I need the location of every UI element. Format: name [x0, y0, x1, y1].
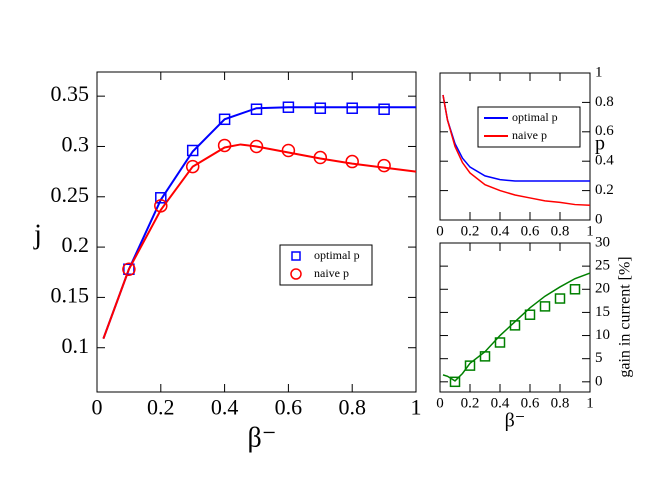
plot-frame: [96, 71, 417, 393]
x-tick-label: 0: [92, 395, 103, 420]
data-line: [102, 106, 416, 340]
y-tick-label: 30: [595, 234, 610, 250]
plot-frame: [439, 242, 591, 393]
y-tick-label: 0.4: [595, 153, 614, 169]
y-tick-label: 10: [595, 327, 610, 343]
square-marker: [479, 351, 491, 362]
legend-swatch: [290, 268, 302, 280]
x-tick-label: 0.6: [521, 223, 540, 239]
x-tick-label: 0.8: [338, 395, 366, 420]
y-tick-label: 20: [595, 281, 610, 297]
square-marker: [282, 101, 295, 113]
y-tick-label: 0.2: [62, 232, 90, 257]
x-tick-label: 0.4: [491, 395, 510, 411]
y-tick-label: 1: [595, 64, 603, 80]
legend-label: naive p: [512, 128, 547, 142]
circle-marker: [122, 262, 136, 276]
y-tick-label: 0.3: [62, 132, 90, 157]
y-tick-label: 0.1: [62, 333, 90, 358]
y-tick-label: 15: [595, 304, 610, 320]
x-tick-label: 0.8: [551, 223, 570, 239]
x-tick-label: 0.2: [147, 395, 175, 420]
square-marker: [250, 103, 263, 115]
legend-label: optimal p: [314, 248, 360, 262]
x-axis-label: β⁻: [247, 422, 276, 453]
x-tick-label: 0.4: [491, 223, 510, 239]
x-tick-label: 0.2: [461, 395, 480, 411]
square-marker: [186, 144, 199, 157]
y-tick-label: 5: [595, 350, 603, 366]
circle-marker: [345, 154, 359, 169]
square-marker: [346, 102, 358, 114]
x-tick-label: 0.8: [551, 395, 570, 411]
circle-marker: [154, 199, 168, 213]
y-tick-label: 0.15: [51, 282, 90, 307]
x-tick-label: 1: [411, 395, 422, 420]
x-tick-label: 1: [586, 223, 594, 239]
data-line: [102, 143, 417, 340]
circle-marker: [185, 159, 200, 174]
y-tick-label: 0.35: [51, 81, 90, 106]
data-line: [442, 94, 591, 207]
square-marker: [218, 113, 231, 126]
circle-marker: [249, 139, 264, 154]
y-tick-label: 0.8: [595, 94, 614, 110]
x-tick-label: 0.4: [211, 395, 239, 420]
plot-frame: [439, 72, 591, 221]
y-tick-label: 0.6: [595, 123, 614, 139]
square-marker: [464, 360, 476, 371]
square-marker: [155, 192, 167, 204]
square-marker: [494, 337, 506, 348]
y-tick-label: 0: [595, 211, 603, 227]
y-axis-label: p: [595, 133, 605, 155]
legend-label: optimal p: [512, 110, 558, 124]
square-marker: [378, 103, 390, 115]
x-tick-label: 0.2: [461, 223, 480, 239]
square-marker: [539, 301, 551, 312]
circle-marker: [281, 143, 296, 158]
square-marker: [314, 102, 327, 114]
x-tick-label: 0: [436, 223, 444, 239]
square-marker: [524, 309, 536, 320]
legend-label: naive p: [314, 266, 349, 280]
square-marker: [449, 376, 461, 388]
x-tick-label: 0: [436, 395, 444, 411]
circle-marker: [377, 158, 391, 173]
y-tick-label: 0.2: [595, 182, 614, 198]
legend-swatch: [291, 251, 301, 261]
circle-marker: [217, 138, 232, 153]
circle-marker: [313, 150, 328, 165]
y-tick-label: 0: [595, 373, 603, 389]
square-marker: [569, 284, 581, 295]
square-marker: [554, 293, 566, 304]
x-tick-label: 0.6: [521, 395, 540, 411]
y-axis-label: gain in current [%]: [617, 256, 634, 377]
square-marker: [509, 320, 521, 331]
data-line: [442, 272, 591, 382]
x-tick-label: 1: [586, 395, 594, 411]
x-tick-label: 0.6: [275, 395, 303, 420]
legend-box: [477, 106, 581, 148]
y-tick-label: 0.25: [51, 182, 90, 207]
square-marker: [123, 263, 135, 275]
x-axis-label: β⁻: [505, 410, 526, 432]
y-tick-label: 25: [595, 258, 610, 274]
y-axis-label: j: [33, 219, 42, 250]
